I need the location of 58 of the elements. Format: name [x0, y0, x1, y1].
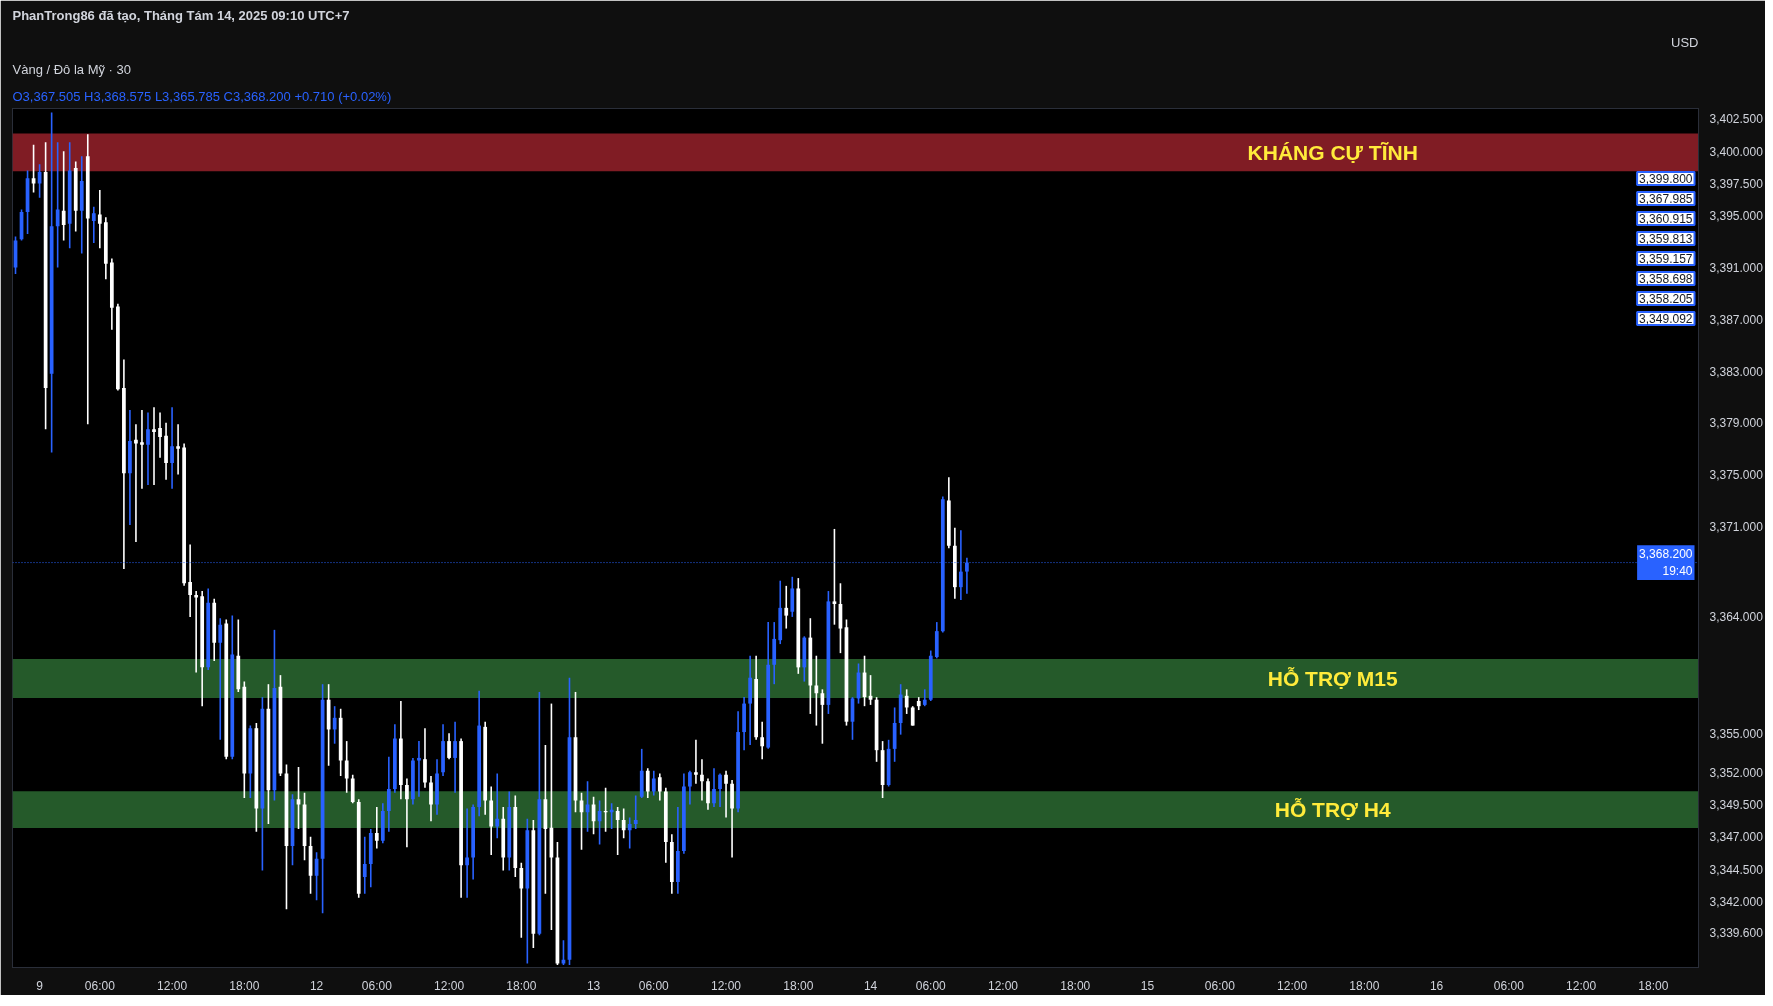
y-tick-label: 3,355.000 — [1709, 726, 1764, 741]
chart-subtitle: O3,367.505 H3,368.575 L3,365.785 C3,368.200 +0.710 (+0.02%) — [12, 88, 392, 104]
x-tick-label: 14 — [863, 978, 878, 993]
x-tick-label: 12:00 — [988, 978, 1019, 993]
y-tick-label: 3,347.000 — [1709, 830, 1764, 845]
y-tick-label: 3,339.600 — [1709, 926, 1764, 941]
y-tick-label: 3,364.000 — [1709, 610, 1764, 625]
y-tick-label: 3,400.000 — [1709, 144, 1764, 159]
x-tick-label: 13 — [586, 978, 601, 993]
x-tick-label: 16 — [1429, 978, 1444, 993]
band-label: HỖ TRỢ M15 — [1267, 667, 1398, 691]
x-tick-label: 9 — [36, 978, 44, 993]
y-tick-label: 3,375.000 — [1709, 468, 1764, 483]
ref-line-label: 3,368.200 19:40 — [1639, 547, 1693, 578]
annotation: 3,360.915 — [1639, 212, 1693, 226]
x-tick-label: 12:00 — [157, 978, 188, 993]
annotation: 3,358.698 — [1639, 272, 1693, 286]
text: PhanTrong86 đã tạo, Tháng Tám 14, 2025 09:10 UTC+7 — [12, 7, 350, 23]
y-tick-label: 3,387.000 — [1709, 312, 1764, 327]
x-tick-label: 06:00 — [915, 978, 947, 993]
y-tick-label: 3,391.000 — [1709, 261, 1764, 276]
x-tick-label: 06:00 — [361, 978, 393, 993]
x-tick-label: 06:00 — [1204, 978, 1236, 993]
y-tick-label: 3,383.000 — [1709, 364, 1764, 379]
annotation: 3,359.813 — [1639, 232, 1693, 246]
text: USD — [1671, 34, 1699, 50]
band-label: HỖ TRỢ H4 — [1274, 798, 1391, 822]
y-tick-label: 3,402.500 — [1709, 112, 1764, 127]
x-tick-label: 15 — [1140, 978, 1155, 993]
annotation: 3,399.800 — [1639, 172, 1693, 186]
x-tick-label: 12 — [309, 978, 324, 993]
y-tick-label: 3,349.500 — [1709, 798, 1764, 812]
y-tick-label: 3,371.000 — [1709, 519, 1764, 534]
y-tick-label: 3,342.000 — [1709, 895, 1764, 910]
y-tick-label: 3,352.000 — [1709, 765, 1764, 780]
annotation: 3,349.092 — [1639, 312, 1693, 326]
x-tick-label: 18:00 — [506, 978, 537, 993]
band-label: KHÁNG CỰ TĨNH — [1247, 140, 1418, 164]
x-tick-label: 06:00 — [84, 978, 116, 993]
x-tick-label: 12:00 — [711, 978, 742, 993]
annotation: 3,358.205 — [1639, 292, 1693, 306]
x-tick-label: 18:00 — [1349, 978, 1380, 993]
chart-title: Vàng / Đô la Mỹ · 30 — [12, 61, 131, 77]
annotation: 3,367.985 — [1639, 192, 1693, 206]
x-tick-label: 06:00 — [1493, 978, 1525, 993]
y-tick-label: 3,344.500 — [1709, 862, 1764, 877]
annotation: 3,359.157 — [1639, 252, 1693, 266]
y-tick-label: 3,379.000 — [1709, 416, 1764, 431]
x-tick-label: 12:00 — [434, 978, 465, 993]
x-tick-label: 06:00 — [638, 978, 670, 993]
x-tick-label: 12:00 — [1566, 978, 1597, 993]
x-tick-label: 18:00 — [783, 978, 814, 993]
x-tick-label: 18:00 — [1638, 978, 1669, 993]
y-tick-label: 3,397.500 — [1709, 177, 1764, 192]
x-tick-label: 18:00 — [1060, 978, 1091, 993]
x-tick-label: 12:00 — [1277, 978, 1308, 993]
y-tick-label: 3,395.000 — [1709, 209, 1764, 224]
x-tick-label: 18:00 — [229, 978, 260, 993]
